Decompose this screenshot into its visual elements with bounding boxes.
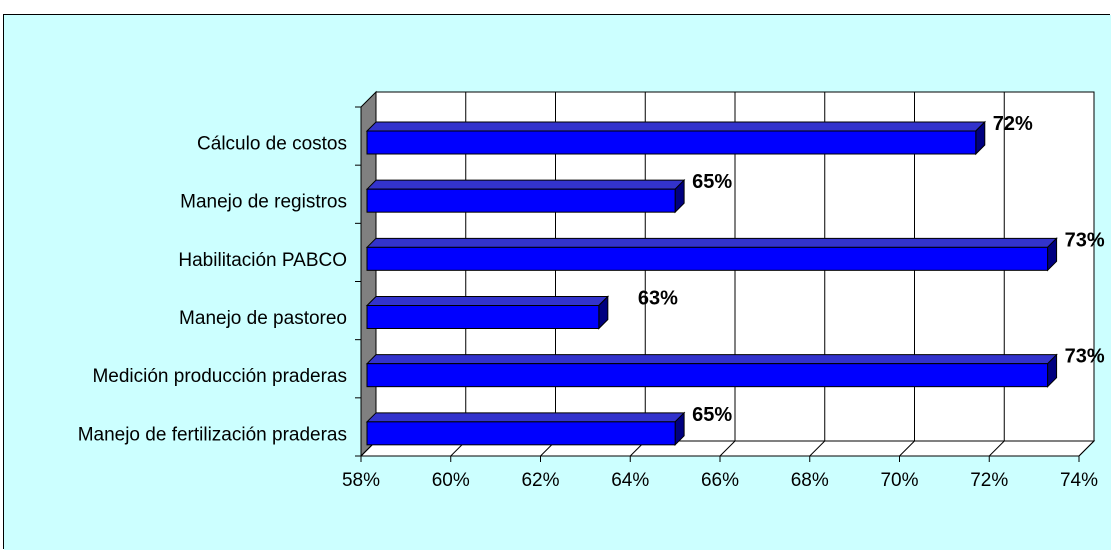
- bar-front-face: [366, 305, 600, 329]
- bar-3: [365, 237, 1058, 272]
- category-label: Cálculo de costos: [197, 134, 347, 155]
- bar-front-face: [366, 188, 676, 213]
- category-label: Medición producción praderas: [92, 366, 347, 387]
- bar-top-face: [365, 179, 686, 190]
- x-tick-label: 74%: [1060, 470, 1098, 491]
- x-gridline: [1078, 92, 1095, 457]
- x-tick-label: 68%: [791, 470, 829, 491]
- x-gridline: [899, 92, 915, 457]
- x-tick-label: 58%: [342, 470, 380, 491]
- bars: [365, 120, 1058, 447]
- labels: Cálculo de costos 72% Manejo de registros 6…: [78, 113, 1105, 445]
- category-label: Manejo de fertilización praderas: [78, 424, 347, 445]
- bar-top-face: [365, 354, 1058, 365]
- bar-6: [365, 411, 686, 447]
- chart-frame: 58% 60% 62% 64% 66% 68% 70% 72% 74% Cálculo de c…: [3, 14, 1111, 550]
- data-label: 73%: [1065, 229, 1105, 251]
- data-label: 65%: [692, 171, 732, 193]
- data-label: 65%: [692, 404, 732, 426]
- bar-1: [365, 120, 986, 156]
- bar-2: [365, 178, 686, 214]
- category-label: Manejo de registros: [180, 192, 347, 213]
- category-label: Habilitación PABCO: [178, 250, 347, 271]
- bar-4: [365, 295, 610, 330]
- x-gridline: [988, 92, 1005, 457]
- x-tick-label: 60%: [432, 470, 470, 491]
- x-gridline: [809, 92, 826, 457]
- x-tick-label: 62%: [521, 470, 559, 491]
- data-label: 73%: [1065, 346, 1105, 368]
- bar-front-face: [366, 363, 1049, 388]
- bar-chart: 58% 60% 62% 64% 66% 68% 70% 72% 74% Cálculo de c…: [4, 15, 1111, 550]
- category-label: Manejo de pastoreo: [179, 308, 347, 329]
- x-gridline: [719, 92, 736, 457]
- bar-top-face: [365, 412, 686, 423]
- data-label: 63%: [638, 288, 678, 310]
- bar-front-face: [366, 421, 676, 446]
- bar-front-face: [366, 130, 977, 155]
- axes: 58% 60% 62% 64% 66% 68% 70% 72% 74%: [342, 106, 1098, 491]
- bar-top-face: [365, 237, 1058, 248]
- x-tick-label: 72%: [970, 470, 1008, 491]
- bar-5: [365, 353, 1058, 388]
- bar-top-face: [365, 296, 610, 306]
- bar-top-face: [365, 121, 986, 132]
- data-label: 72%: [993, 113, 1033, 135]
- x-tick-label: 64%: [611, 470, 649, 491]
- x-tick-label: 66%: [701, 470, 739, 491]
- bar-front-face: [366, 246, 1049, 271]
- x-tick-label: 70%: [880, 470, 918, 491]
